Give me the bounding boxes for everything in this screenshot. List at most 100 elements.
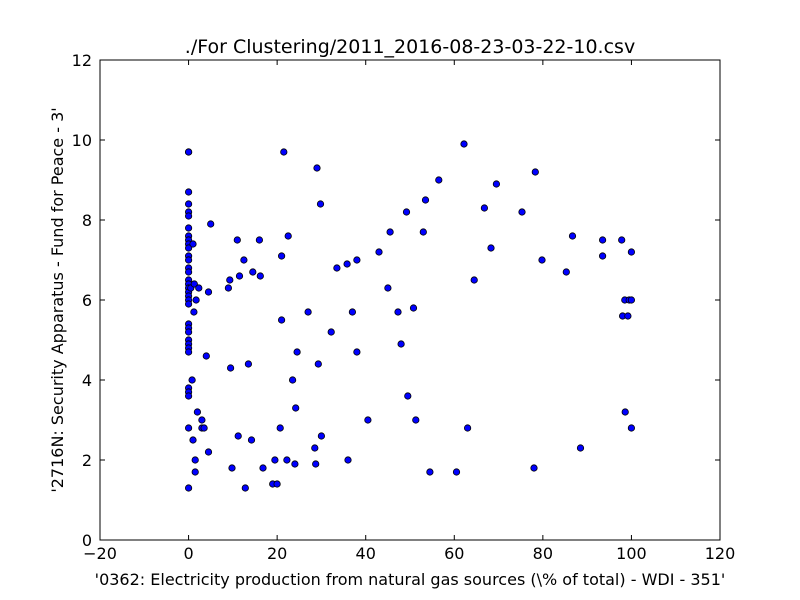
data-point bbox=[204, 288, 213, 296]
data-point bbox=[344, 456, 352, 464]
data-point bbox=[621, 408, 629, 416]
data-point bbox=[312, 460, 320, 468]
y-tick-label: 10 bbox=[72, 131, 92, 150]
data-point bbox=[185, 328, 193, 336]
data-point bbox=[195, 284, 203, 292]
x-tick-label: 120 bbox=[705, 544, 736, 563]
data-point bbox=[185, 424, 193, 432]
data-point bbox=[259, 464, 267, 472]
x-tick-label: 0 bbox=[183, 544, 193, 563]
data-point bbox=[426, 468, 434, 476]
data-point bbox=[190, 308, 198, 316]
data-point bbox=[256, 272, 264, 280]
data-point bbox=[288, 376, 297, 384]
data-point bbox=[384, 284, 392, 292]
data-point bbox=[185, 212, 193, 220]
data-point bbox=[531, 168, 539, 176]
points-layer bbox=[185, 140, 636, 492]
data-point bbox=[193, 408, 201, 416]
data-point bbox=[224, 284, 232, 292]
data-point bbox=[240, 256, 248, 264]
data-point bbox=[185, 300, 193, 308]
data-point bbox=[452, 468, 461, 476]
data-point bbox=[313, 164, 321, 172]
data-point bbox=[530, 464, 538, 472]
data-point bbox=[185, 392, 193, 400]
data-point bbox=[463, 424, 472, 432]
data-point bbox=[228, 464, 236, 472]
data-point bbox=[226, 276, 234, 284]
data-point bbox=[191, 456, 199, 464]
y-tick-label: 4 bbox=[82, 371, 92, 390]
data-point bbox=[304, 308, 312, 316]
y-tick-label: 8 bbox=[82, 211, 92, 230]
data-point bbox=[598, 252, 607, 260]
data-point bbox=[202, 352, 210, 360]
data-point bbox=[487, 244, 495, 252]
data-point bbox=[343, 260, 351, 268]
data-point bbox=[348, 308, 356, 316]
y-axis-label: '2716N: Security Apparatus - Fund for Pe… bbox=[48, 107, 67, 492]
data-point bbox=[314, 360, 322, 368]
data-point bbox=[185, 348, 193, 356]
data-point bbox=[375, 248, 383, 256]
data-point bbox=[397, 340, 405, 348]
data-point bbox=[364, 416, 372, 424]
x-tick-label: 20 bbox=[267, 544, 287, 563]
data-point bbox=[276, 424, 284, 432]
data-point bbox=[518, 208, 526, 216]
data-point bbox=[291, 460, 299, 468]
data-point bbox=[189, 240, 197, 248]
data-point bbox=[189, 436, 197, 444]
data-point bbox=[627, 296, 636, 304]
data-point bbox=[249, 268, 257, 276]
y-tick-label: 12 bbox=[72, 51, 92, 70]
data-point bbox=[292, 404, 300, 412]
data-point bbox=[293, 348, 301, 356]
data-point bbox=[618, 236, 626, 244]
data-point bbox=[460, 140, 468, 148]
data-point bbox=[394, 308, 402, 316]
data-point bbox=[185, 484, 193, 492]
data-point bbox=[191, 468, 199, 476]
data-point bbox=[412, 416, 420, 424]
data-point bbox=[255, 236, 263, 244]
data-point bbox=[562, 268, 570, 276]
x-tick-label: 100 bbox=[616, 544, 647, 563]
data-point bbox=[244, 360, 252, 368]
data-point bbox=[311, 444, 319, 452]
data-point bbox=[624, 312, 632, 320]
data-point bbox=[404, 392, 412, 400]
x-tick-label: 60 bbox=[444, 544, 464, 563]
data-point bbox=[576, 444, 585, 452]
data-point bbox=[198, 416, 206, 424]
data-point bbox=[627, 424, 636, 432]
data-point bbox=[185, 188, 193, 196]
y-tick-label: 0 bbox=[82, 531, 92, 550]
data-point bbox=[277, 316, 286, 324]
chart-title: ./For Clustering/2011_2016-08-23-03-22-1… bbox=[185, 36, 635, 58]
data-point bbox=[185, 224, 193, 232]
data-point bbox=[185, 256, 193, 264]
data-point bbox=[421, 196, 430, 204]
y-tick-label: 2 bbox=[82, 451, 92, 470]
y-tick-label: 6 bbox=[82, 291, 92, 310]
data-point bbox=[247, 436, 256, 444]
data-point bbox=[435, 176, 443, 184]
data-point bbox=[192, 296, 200, 304]
data-point bbox=[402, 208, 411, 216]
data-point bbox=[409, 304, 418, 312]
data-point bbox=[190, 280, 198, 288]
data-point bbox=[271, 456, 279, 464]
data-point bbox=[627, 248, 636, 256]
x-axis-label: '0362: Electricity production from natur… bbox=[95, 570, 726, 589]
data-point bbox=[317, 432, 325, 440]
data-point bbox=[241, 484, 249, 492]
data-point bbox=[568, 232, 577, 240]
data-point bbox=[470, 276, 478, 284]
data-point bbox=[284, 232, 292, 240]
data-point bbox=[277, 252, 286, 260]
data-point bbox=[273, 480, 281, 488]
